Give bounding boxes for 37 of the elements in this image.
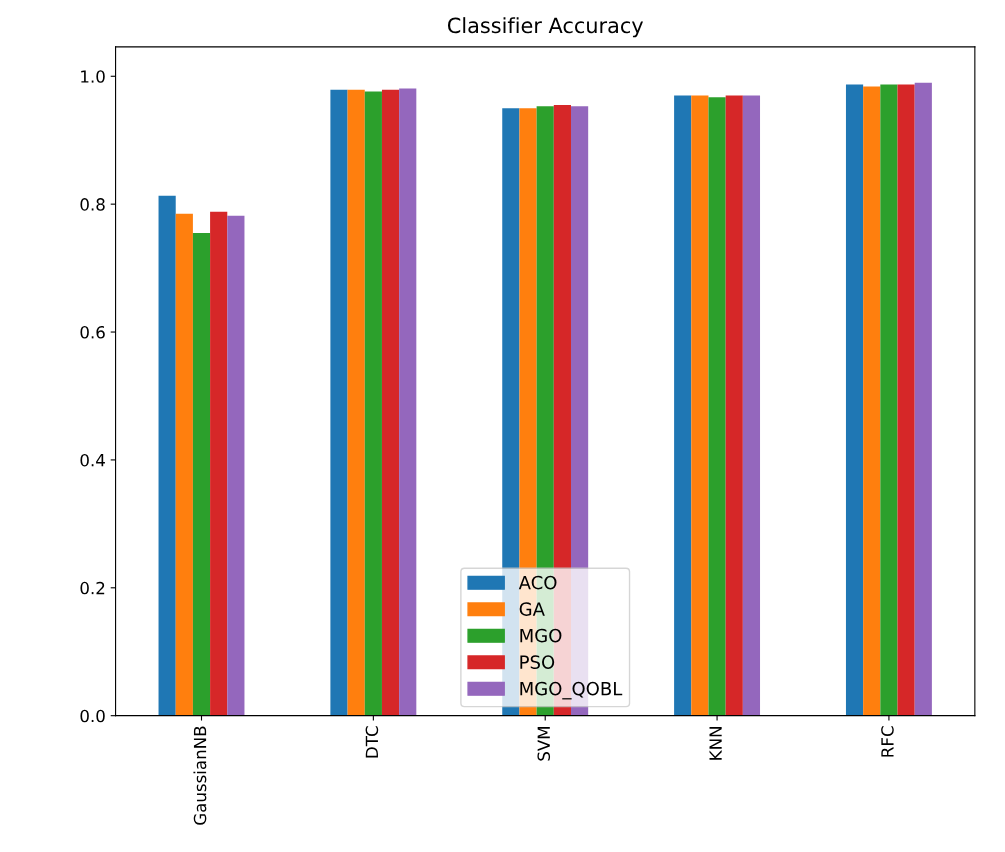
legend-label: MGO [520, 628, 562, 643]
x-tick-label: GaussianNB [193, 726, 207, 825]
legend-label: MGO_QOBL [520, 681, 623, 700]
bar [691, 95, 709, 716]
y-tick-label: 0.4 [80, 453, 105, 467]
x-tick-label: KNN [709, 727, 722, 760]
y-tick-label: 0.6 [80, 326, 105, 339]
bar [674, 95, 692, 716]
y-tick-label: 1.0 [81, 70, 105, 83]
bar [742, 95, 761, 716]
bar [897, 84, 915, 716]
bar [863, 86, 881, 716]
bar [381, 89, 400, 716]
legend-label: ACO [518, 575, 557, 590]
bar [227, 215, 245, 716]
chart-title: Classifier Accuracy [447, 17, 644, 38]
bar [708, 97, 726, 716]
legend-label: PSO [520, 655, 555, 669]
bar [158, 195, 176, 716]
bar [914, 82, 932, 716]
bar [399, 88, 417, 716]
bar [192, 232, 211, 716]
legend-label: GA [519, 602, 545, 616]
y-tick-label: 0.2 [80, 581, 105, 595]
bar [880, 84, 898, 716]
bar [725, 95, 743, 716]
bar [210, 211, 228, 716]
x-tick-label: DTC [365, 726, 379, 758]
y-tick-label: 0.0 [80, 709, 105, 723]
y-tick-label: 0.8 [80, 198, 105, 211]
bar [845, 84, 864, 716]
bar [364, 91, 382, 716]
bar [175, 213, 193, 716]
x-tick-label: RFC [881, 726, 894, 757]
x-tick-label: SVM [537, 727, 551, 761]
bar [330, 89, 348, 716]
bar [347, 89, 365, 716]
